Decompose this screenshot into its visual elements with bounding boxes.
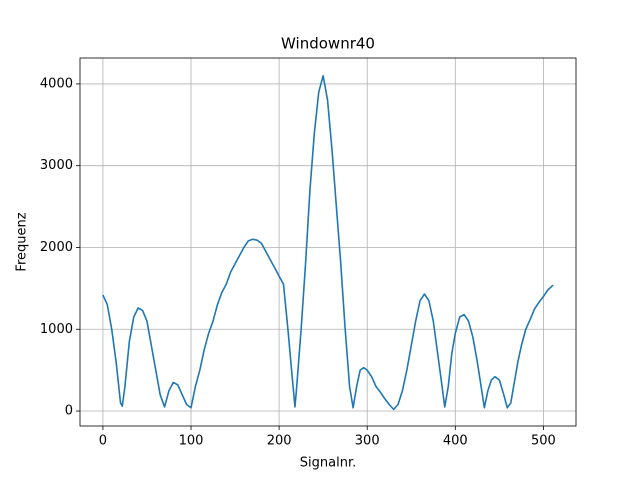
y-tick-label: 3000	[40, 158, 73, 173]
y-axis-label: Frequenz	[15, 212, 30, 271]
y-tick-label: 4000	[40, 76, 73, 91]
y-tick-label: 2000	[40, 240, 73, 255]
x-tick-label: 500	[531, 434, 556, 449]
y-tick-label: 0	[65, 404, 73, 419]
x-tick-label: 400	[443, 434, 468, 449]
x-tick-label: 100	[179, 434, 204, 449]
x-tick-label: 0	[99, 434, 107, 449]
x-tick-label: 300	[355, 434, 380, 449]
data-line	[102, 74, 554, 411]
y-tick-label: 1000	[40, 322, 73, 337]
x-axis-label: Signalnr.	[300, 456, 356, 471]
x-tick-label: 200	[267, 434, 292, 449]
plot-frame	[79, 57, 577, 427]
chart-title: Windownr40	[281, 35, 375, 53]
